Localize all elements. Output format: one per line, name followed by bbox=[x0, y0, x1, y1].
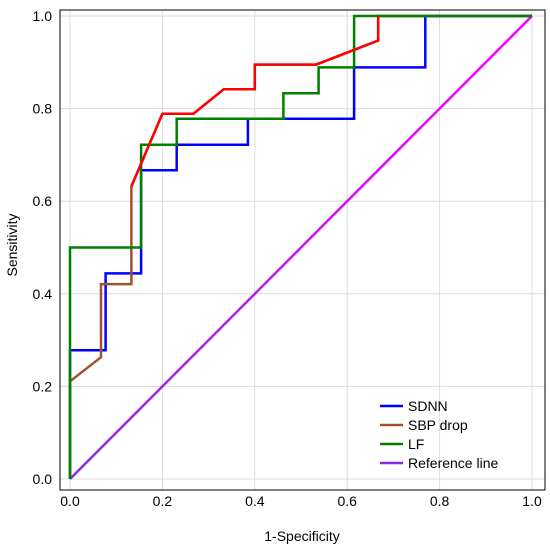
legend: SDNN SBP drop LF Reference line bbox=[380, 398, 498, 471]
y-tick-label: 1.0 bbox=[33, 8, 53, 24]
x-tick-label: 0.6 bbox=[337, 493, 357, 509]
y-tick-label: 0.6 bbox=[33, 193, 53, 209]
y-tick-label: 0.4 bbox=[33, 286, 53, 302]
x-tick-label: 0.8 bbox=[430, 493, 450, 509]
y-tick-label: 0.8 bbox=[33, 101, 53, 117]
y-tick-label: 0.0 bbox=[33, 471, 53, 487]
y-axis-label: Sensitivity bbox=[4, 213, 20, 276]
x-tick-label: 1.0 bbox=[522, 493, 542, 509]
grid bbox=[60, 10, 545, 490]
x-tick-label: 0.4 bbox=[245, 493, 265, 509]
legend-label: Reference line bbox=[408, 455, 498, 471]
series-line-overlay-0 bbox=[130, 16, 380, 187]
x-tick-label: 0.0 bbox=[60, 493, 80, 509]
y-tick-label: 0.2 bbox=[33, 378, 53, 394]
tick-labels: 0.0 0.2 0.4 0.6 0.8 1.0 0.0 0.2 0.4 0.6 0.8 1.0 bbox=[33, 8, 542, 509]
legend-label: SDNN bbox=[408, 398, 448, 414]
x-axis-label: 1-Specificity bbox=[264, 528, 339, 544]
legend-label: LF bbox=[408, 436, 424, 452]
series-layer bbox=[68, 14, 533, 480]
series-line-lf bbox=[68, 14, 532, 479]
series-line-reference-line bbox=[69, 15, 533, 480]
plot-frame bbox=[59, 9, 546, 491]
legend-label: SBP drop bbox=[408, 417, 468, 433]
x-tick-label: 0.2 bbox=[153, 493, 173, 509]
